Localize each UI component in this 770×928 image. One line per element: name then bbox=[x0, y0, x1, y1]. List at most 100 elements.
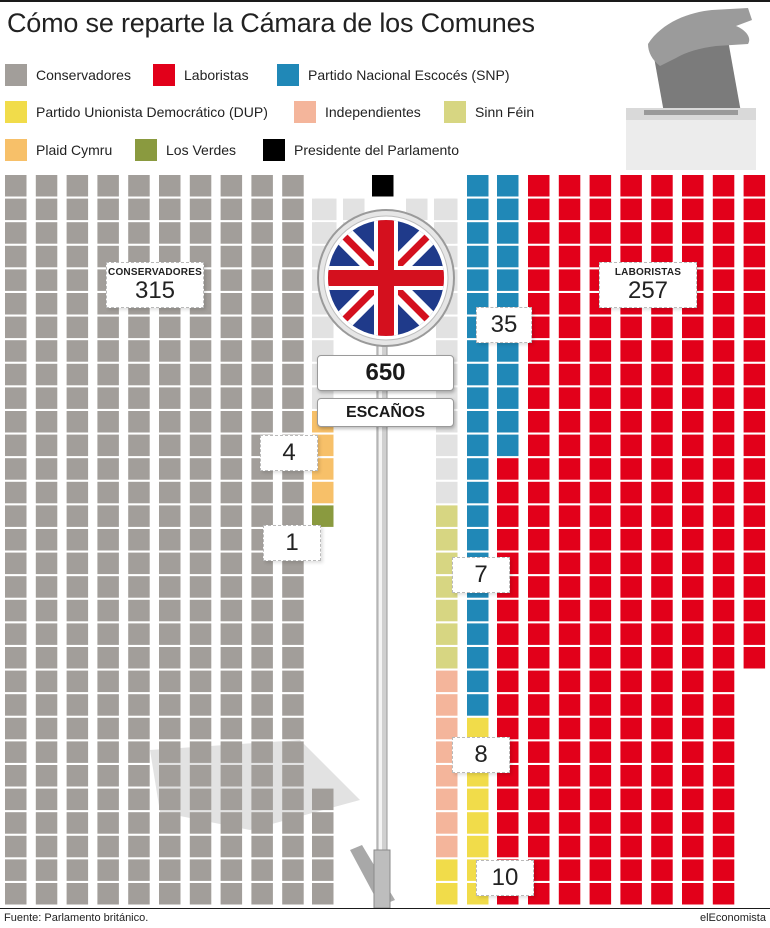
seat-conservadores bbox=[35, 340, 58, 362]
seat-conservadores bbox=[282, 883, 304, 905]
seat-conservadores bbox=[282, 835, 304, 858]
seat-conservadores bbox=[128, 576, 150, 598]
seat-conservadores bbox=[97, 458, 119, 480]
seat-laboristas bbox=[528, 458, 550, 480]
legend-swatch-los-verdes bbox=[135, 139, 157, 161]
seat-conservadores bbox=[220, 670, 243, 693]
seat-conservadores bbox=[282, 269, 304, 291]
seat-conservadores bbox=[189, 481, 212, 504]
seat-laboristas bbox=[682, 222, 704, 244]
seat-laboristas bbox=[651, 717, 673, 740]
seat-laboristas bbox=[558, 552, 581, 575]
legend-label-plaid-cymru: Plaid Cymru bbox=[36, 142, 113, 158]
seat-laboristas bbox=[497, 788, 519, 811]
seat-conservadores bbox=[128, 316, 150, 339]
seat-conservadores bbox=[35, 387, 58, 409]
seat-conservadores bbox=[5, 576, 27, 598]
seat-laboristas bbox=[712, 293, 735, 315]
seat-laboristas bbox=[743, 293, 766, 315]
seat-laboristas bbox=[651, 812, 673, 834]
seat-laboristas bbox=[712, 363, 735, 386]
seat-laboristas bbox=[589, 623, 612, 645]
seat-conservadores bbox=[97, 741, 119, 763]
seat-laboristas bbox=[712, 670, 735, 693]
seat-laboristas bbox=[528, 434, 550, 457]
seat-laboristas bbox=[589, 175, 612, 197]
seat-laboristas bbox=[620, 434, 642, 457]
seat-snp bbox=[497, 198, 519, 221]
seat-laboristas bbox=[528, 812, 550, 834]
seat-laboristas bbox=[682, 387, 704, 409]
seat-laboristas bbox=[528, 198, 550, 221]
seat-conservadores bbox=[220, 788, 243, 811]
seat-conservadores bbox=[189, 788, 212, 811]
seat-conservadores bbox=[66, 340, 89, 362]
seat-snp bbox=[467, 387, 489, 409]
seat-conservadores bbox=[220, 481, 243, 504]
seat-conservadores bbox=[97, 552, 119, 575]
seat-snp bbox=[497, 269, 519, 291]
seat-laboristas bbox=[682, 434, 704, 457]
total-seats-sign: 650 bbox=[317, 355, 454, 391]
seat-laboristas bbox=[558, 481, 581, 504]
seat-laboristas bbox=[589, 694, 612, 716]
seat-laboristas bbox=[712, 717, 735, 740]
seat-conservadores bbox=[282, 293, 304, 315]
seat-conservadores bbox=[220, 340, 243, 362]
seat-snp bbox=[467, 434, 489, 457]
seat-conservadores bbox=[66, 505, 89, 527]
seat-laboristas bbox=[589, 363, 612, 386]
seat-conservadores bbox=[97, 505, 119, 527]
seat-conservadores bbox=[159, 647, 181, 669]
seat-laboristas bbox=[497, 623, 519, 645]
seat-laboristas bbox=[558, 434, 581, 457]
seat-laboristas bbox=[589, 599, 612, 622]
seat-laboristas bbox=[528, 245, 550, 268]
seat-conservadores bbox=[66, 316, 89, 339]
seat-laboristas bbox=[682, 765, 704, 787]
seat-conservadores bbox=[189, 363, 212, 386]
seat-laboristas bbox=[743, 481, 766, 504]
seat-conservadores bbox=[189, 623, 212, 645]
seat-conservadores bbox=[251, 670, 273, 693]
seat-conservadores bbox=[251, 599, 273, 622]
seat-conservadores bbox=[251, 623, 273, 645]
seat-snp bbox=[497, 340, 519, 362]
seat-conservadores bbox=[5, 599, 27, 622]
los-verdes-count-label: 1 bbox=[263, 525, 321, 561]
seat-laboristas bbox=[651, 175, 673, 197]
seat-laboristas bbox=[528, 505, 550, 527]
seat-laboristas bbox=[558, 222, 581, 244]
legend-los-verdes: Los Verdes bbox=[135, 139, 236, 161]
seat-conservadores bbox=[35, 623, 58, 645]
seat-conservadores bbox=[159, 670, 181, 693]
conservadores-count: 315 bbox=[134, 277, 176, 304]
seat-laboristas bbox=[712, 835, 735, 858]
seat-laboristas bbox=[682, 883, 704, 905]
seat-conservadores bbox=[128, 835, 150, 858]
seat-conservadores bbox=[66, 434, 89, 457]
seat-conservadores bbox=[35, 434, 58, 457]
seat-laboristas bbox=[712, 623, 735, 645]
legend-label-snp: Partido Nacional Escocés (SNP) bbox=[308, 67, 510, 83]
seat-conservadores bbox=[5, 788, 27, 811]
legend-swatch-independientes bbox=[294, 101, 316, 123]
seat-conservadores bbox=[189, 198, 212, 221]
seat-laboristas bbox=[682, 198, 704, 221]
seat-conservadores bbox=[159, 717, 181, 740]
legend-swatch-plaid-cymru bbox=[5, 139, 27, 161]
seat-conservadores bbox=[220, 387, 243, 409]
seat-conservadores bbox=[35, 222, 58, 244]
seat-conservadores bbox=[97, 694, 119, 716]
seat-snp bbox=[467, 198, 489, 221]
seat-conservadores bbox=[97, 788, 119, 811]
seat-laboristas bbox=[620, 245, 642, 268]
seat-independientes bbox=[436, 835, 458, 858]
seat-conservadores bbox=[159, 599, 181, 622]
legend-label-los-verdes: Los Verdes bbox=[166, 142, 237, 158]
seat-laboristas bbox=[528, 363, 550, 386]
seat-laboristas bbox=[682, 670, 704, 693]
seat-laboristas bbox=[497, 481, 519, 504]
seat-conservadores bbox=[5, 293, 27, 315]
seat-conservadores bbox=[128, 788, 150, 811]
